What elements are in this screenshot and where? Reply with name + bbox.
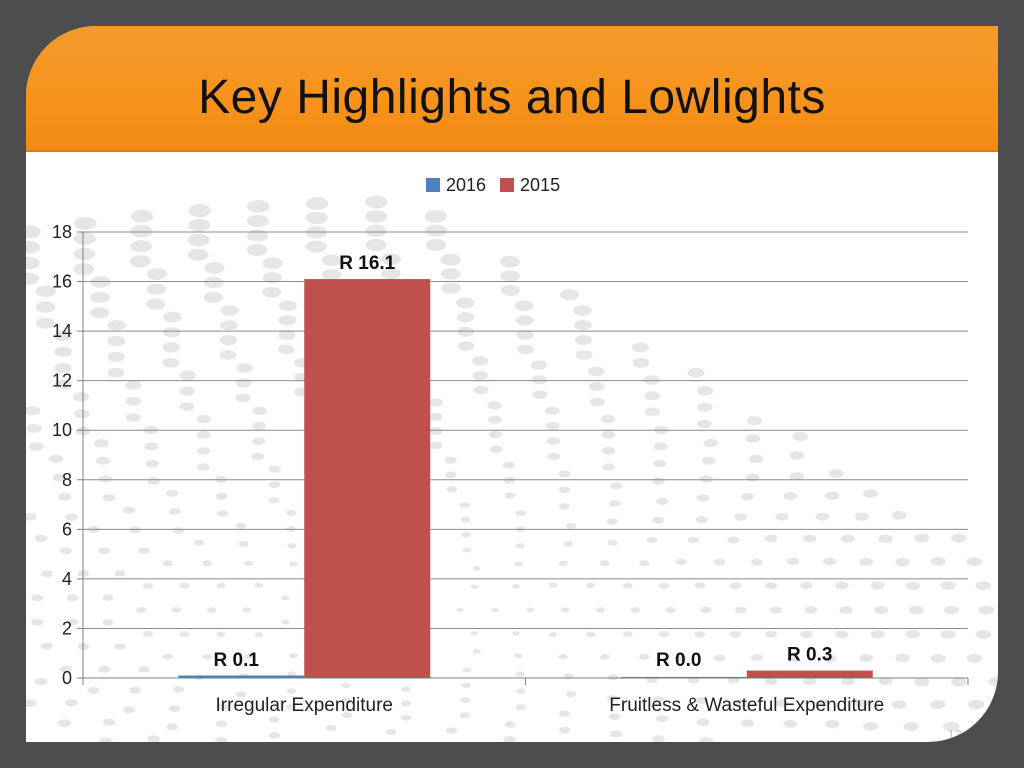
chart-legend: 2016 2015 — [426, 174, 560, 196]
y-tick-label: 18 — [52, 222, 72, 242]
bar-2016-0 — [178, 675, 305, 678]
legend-swatch-2015 — [500, 178, 515, 192]
x-category-label: Fruitless & Wasteful Expenditure — [609, 695, 884, 716]
y-tick-label: 0 — [62, 668, 72, 688]
data-label: R 16.1 — [339, 253, 395, 274]
data-label: R 0.3 — [787, 645, 832, 666]
bar-2016-1 — [620, 677, 747, 678]
legend-item-2016: 2016 — [426, 175, 486, 196]
legend-label-2016: 2016 — [446, 174, 487, 195]
y-tick-label: 16 — [52, 272, 72, 292]
title-band — [26, 26, 998, 152]
bar-2015-0 — [304, 279, 431, 678]
y-tick-label: 2 — [62, 618, 72, 638]
y-tick-label: 8 — [62, 470, 72, 490]
y-tick-label: 10 — [52, 420, 72, 440]
page-number: 13 — [947, 727, 962, 742]
slide: Key Highlights and Lowlights 13 — [26, 26, 998, 742]
y-tick-label: 14 — [52, 321, 72, 341]
data-label: R 0.1 — [214, 650, 260, 671]
x-category-label: Irregular Expenditure — [216, 695, 393, 716]
y-tick-label: 12 — [52, 371, 72, 391]
data-label: R 0.0 — [656, 650, 701, 671]
bar-2015-1 — [746, 670, 873, 678]
slide-title: Key Highlights and Lowlights — [198, 71, 826, 124]
y-tick-label: 6 — [62, 519, 72, 539]
legend-label-2015: 2015 — [520, 174, 561, 195]
legend-item-2015: 2015 — [500, 175, 560, 196]
legend-swatch-2016 — [426, 178, 440, 192]
y-tick-label: 4 — [62, 569, 72, 589]
